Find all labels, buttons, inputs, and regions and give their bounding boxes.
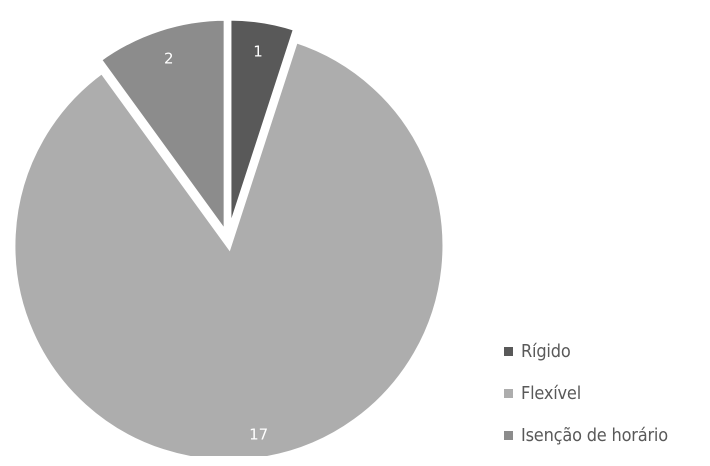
data-label-isencao: 2 [164,50,174,68]
legend: Rígido Flexível Isenção de horário [504,340,668,466]
legend-label-isencao: Isenção de horário [521,424,668,446]
data-label-rigido: 1 [253,43,263,61]
legend-swatch-flexivel [504,388,513,398]
legend-item-isencao: Isenção de horário [504,424,668,446]
pie-slice-isencao [95,15,229,242]
pie-chart: 1 17 2 [10,15,448,456]
legend-label-rigido: Rígido [521,340,571,362]
pie-slice-rigido [226,15,299,235]
legend-item-flexivel: Flexível [504,382,668,404]
legend-item-rigido: Rígido [504,340,668,362]
legend-label-flexivel: Flexível [521,382,581,404]
data-label-flexivel: 17 [249,426,268,444]
legend-swatch-rigido [504,346,513,356]
pie-slice-flexivel [10,37,448,456]
legend-swatch-isencao [504,430,513,440]
